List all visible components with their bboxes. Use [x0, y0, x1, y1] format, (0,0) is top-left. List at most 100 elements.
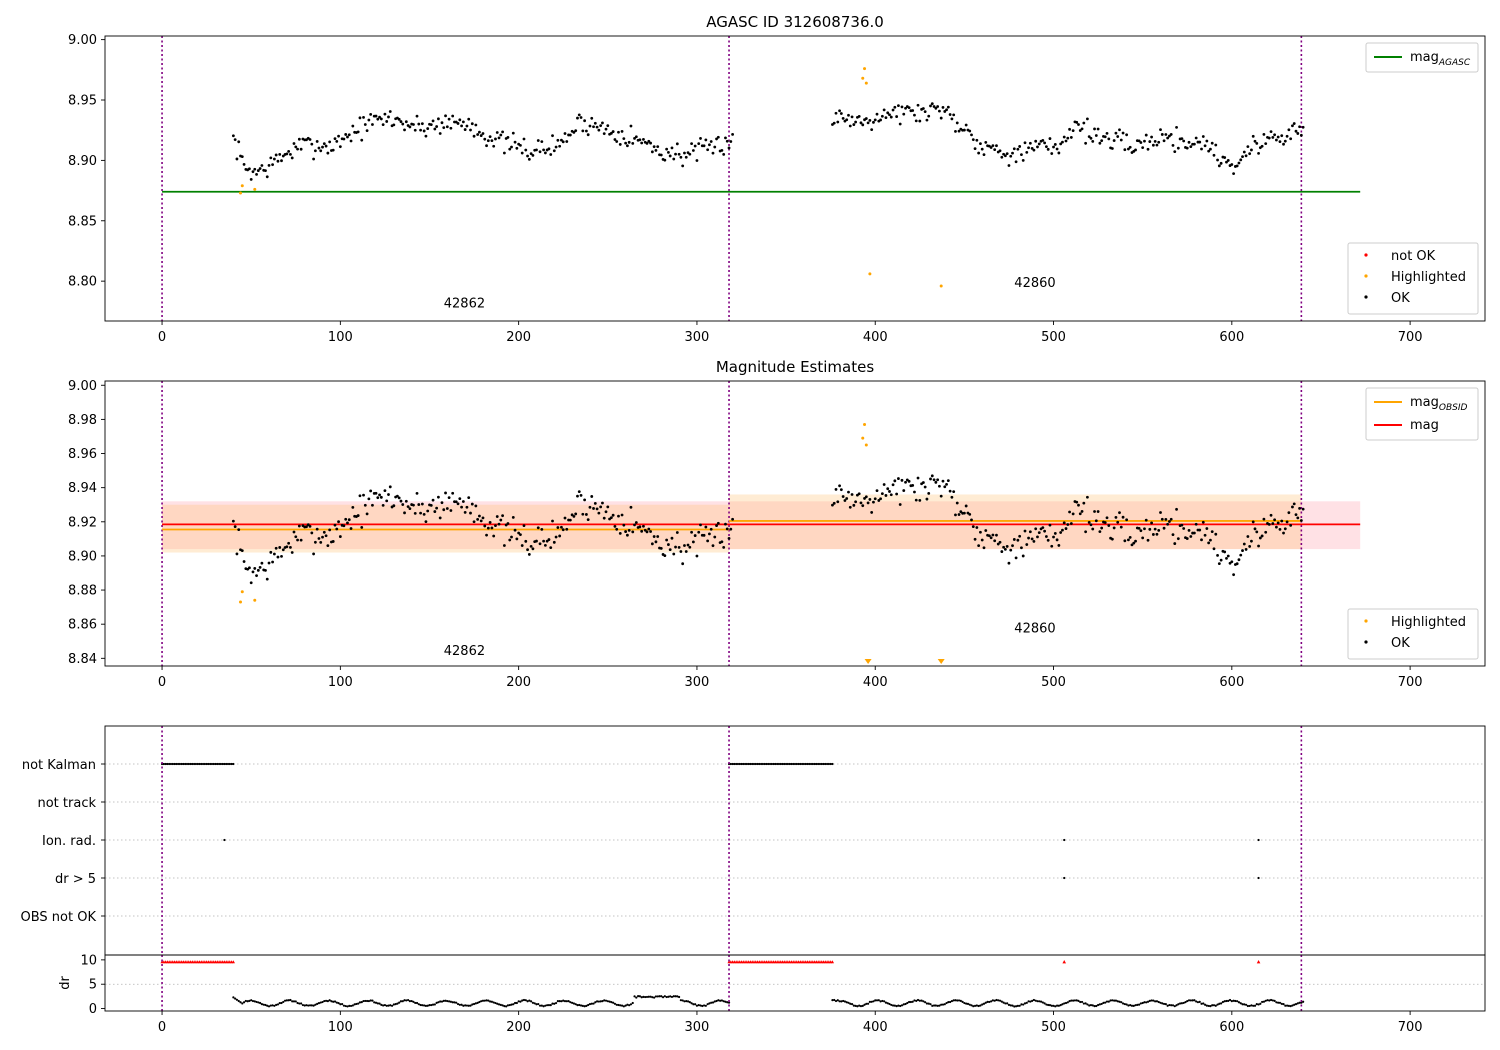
ok-point: [870, 511, 874, 514]
ok-point: [272, 157, 276, 161]
ok-point: [634, 135, 638, 139]
ok-point: [893, 105, 897, 109]
flag-point: [754, 762, 757, 766]
ok-point: [1246, 145, 1250, 149]
dr-point: [1118, 1000, 1121, 1003]
dr-point: [522, 998, 526, 1002]
ok-point: [510, 535, 513, 539]
dr-point: [1261, 1000, 1264, 1004]
ok-point: [916, 476, 920, 480]
legend-marker: [1364, 619, 1368, 623]
ok-point: [1153, 527, 1157, 531]
dr-point: [1014, 1005, 1018, 1008]
ok-point: [693, 534, 697, 537]
ok-point: [501, 130, 504, 134]
ok-point: [1296, 516, 1300, 520]
dr-point: [651, 996, 654, 999]
ok-point: [1137, 526, 1141, 530]
ok-point: [451, 114, 455, 118]
ok-point: [1226, 159, 1230, 162]
ok-point: [1159, 511, 1162, 514]
ok-point: [422, 512, 426, 516]
flag-point: [209, 762, 212, 766]
axes-frame: [104, 725, 1486, 956]
legend-marker: [1364, 253, 1368, 257]
dr-point: [480, 1000, 483, 1003]
legend-label: OK: [1391, 291, 1410, 306]
ok-point: [836, 120, 840, 124]
dr-point: [1159, 1001, 1162, 1004]
ok-point: [713, 535, 717, 539]
flag-point: [809, 762, 813, 766]
ok-point: [249, 581, 253, 585]
ok-point: [921, 481, 925, 484]
ok-point: [549, 153, 553, 156]
dr-point: [234, 997, 237, 1000]
dr-point: [324, 999, 328, 1002]
dr-point: [396, 1002, 399, 1005]
ok-point: [231, 519, 235, 523]
dr-point: [1244, 1003, 1248, 1006]
flag-point: [792, 762, 795, 766]
ok-point: [674, 152, 677, 156]
ok-point: [1194, 136, 1198, 140]
dr-point: [631, 1001, 634, 1005]
dr-point: [412, 1000, 415, 1003]
dr-point: [481, 999, 485, 1002]
ok-point: [709, 527, 713, 531]
dr-point: [943, 1003, 946, 1006]
ok-point: [413, 128, 417, 132]
dr-point: [1132, 1004, 1135, 1008]
dr-point: [1154, 1000, 1157, 1003]
ok-point: [975, 138, 979, 142]
ok-point: [285, 545, 289, 549]
ok-point: [403, 128, 406, 132]
ok-point: [1242, 150, 1246, 154]
ok-point: [672, 552, 676, 556]
flag-point: [818, 762, 822, 766]
ok-point: [1205, 139, 1209, 143]
flag-point: [733, 762, 736, 766]
ok-point: [624, 141, 628, 145]
ok-point: [1301, 125, 1305, 129]
flag-point: [806, 762, 809, 766]
x-tick-label: 100: [328, 330, 353, 345]
dr-point: [512, 1003, 515, 1006]
ok-point: [294, 145, 298, 149]
dr-point: [362, 999, 365, 1003]
ok-point: [724, 136, 727, 140]
dr-point: [390, 1004, 394, 1007]
dr-axis-label: dr: [58, 976, 73, 990]
ok-point: [289, 545, 292, 549]
dr-point: [417, 1003, 420, 1006]
ok-point: [437, 495, 440, 499]
dr-point: [934, 1004, 937, 1007]
dr-point: [271, 1004, 274, 1007]
ok-point: [1166, 522, 1170, 526]
dr-point: [622, 1005, 625, 1008]
ok-point: [1257, 544, 1260, 548]
ok-point: [925, 118, 929, 122]
dr-point: [711, 1001, 715, 1004]
ok-point: [943, 110, 947, 113]
ok-point: [945, 108, 948, 112]
ok-point: [481, 132, 485, 135]
dr-point: [906, 1001, 909, 1005]
dr-point: [1047, 1003, 1050, 1007]
ok-point: [551, 519, 554, 523]
flag-point: [811, 762, 814, 766]
dr-point: [847, 1001, 850, 1004]
dr-point: [513, 1001, 517, 1005]
ok-point: [1267, 136, 1271, 140]
dr-point: [868, 1000, 871, 1003]
ok-point: [911, 109, 915, 112]
ok-point: [1274, 138, 1278, 142]
x-tick-label: 700: [1398, 330, 1423, 345]
dr-point: [654, 995, 658, 998]
dr-point: [1095, 1004, 1098, 1008]
flag-point: [824, 762, 827, 766]
dr-point: [262, 1003, 265, 1006]
dr-point: [1136, 1003, 1139, 1006]
ok-point: [1000, 550, 1004, 553]
dr-point: [715, 999, 718, 1003]
